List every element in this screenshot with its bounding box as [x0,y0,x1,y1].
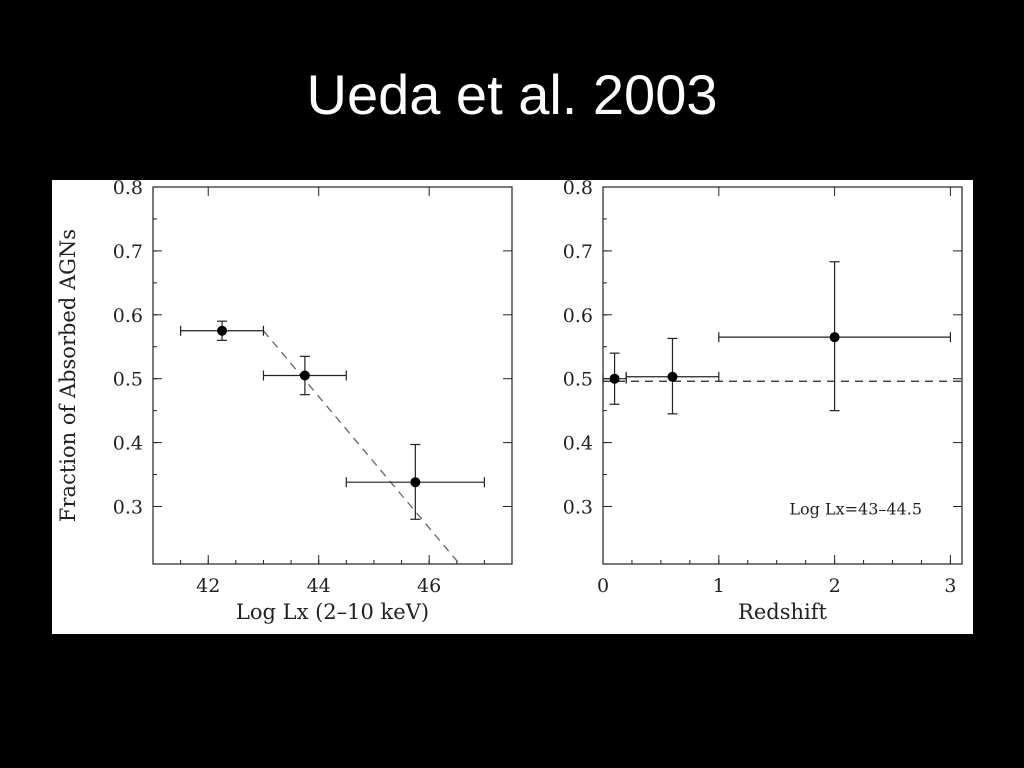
y-axis-label: Fraction of Absorbed AGNs [56,229,80,522]
model-dashed-line [262,330,461,565]
x-axis-label: Log Lx (2–10 keV) [236,600,429,624]
x-tick-label: 2 [829,575,841,597]
x-tick-label: 1 [713,575,725,597]
data-point [667,371,678,382]
data-point [410,477,421,488]
y-tick-label: 0.6 [563,305,593,327]
x-tick-label: 44 [307,575,331,597]
y-tick-label: 0.8 [563,180,593,199]
x-axis-label: Redshift [738,600,827,624]
y-tick-label: 0.5 [113,369,143,391]
x-tick-label: 0 [597,575,609,597]
y-tick-label: 0.3 [563,496,593,518]
figure-panel: 0.3 0.4 0.5 0.6 0.7 0.8 42 44 46 Log Lx (2–10 keV… [52,180,973,634]
x-tick-label: 3 [944,575,956,597]
y-tick-label: 0.7 [113,241,143,263]
y-tick-label: 0.6 [113,305,143,327]
data-point [217,325,228,336]
data-point [299,370,310,381]
plot-frame [152,186,513,565]
chart-2: 0.3 0.4 0.5 0.6 0.7 0.8 0 1 2 3 Redshift Log Lx=43–… [563,180,963,624]
y-tick-label: 0.4 [563,433,593,455]
y-tick-label: 0.8 [113,180,143,199]
y-tick-label: 0.3 [113,496,143,518]
figure-svg: 0.3 0.4 0.5 0.6 0.7 0.8 42 44 46 Log Lx (2–10 keV… [56,180,963,624]
y-tick-label: 0.5 [563,369,593,391]
annotation-label: Log Lx=43–44.5 [789,499,922,518]
slide-title: Ueda et al. 2003 [306,63,718,126]
y-tick-label: 0.4 [113,433,143,455]
chart-1: 0.3 0.4 0.5 0.6 0.7 0.8 42 44 46 Log Lx (2–10 keV… [56,180,513,624]
x-tick-label: 42 [196,575,220,597]
x-tick-label: 46 [417,575,441,597]
y-tick-label: 0.7 [563,241,593,263]
data-point [609,373,620,384]
data-point [829,332,840,343]
